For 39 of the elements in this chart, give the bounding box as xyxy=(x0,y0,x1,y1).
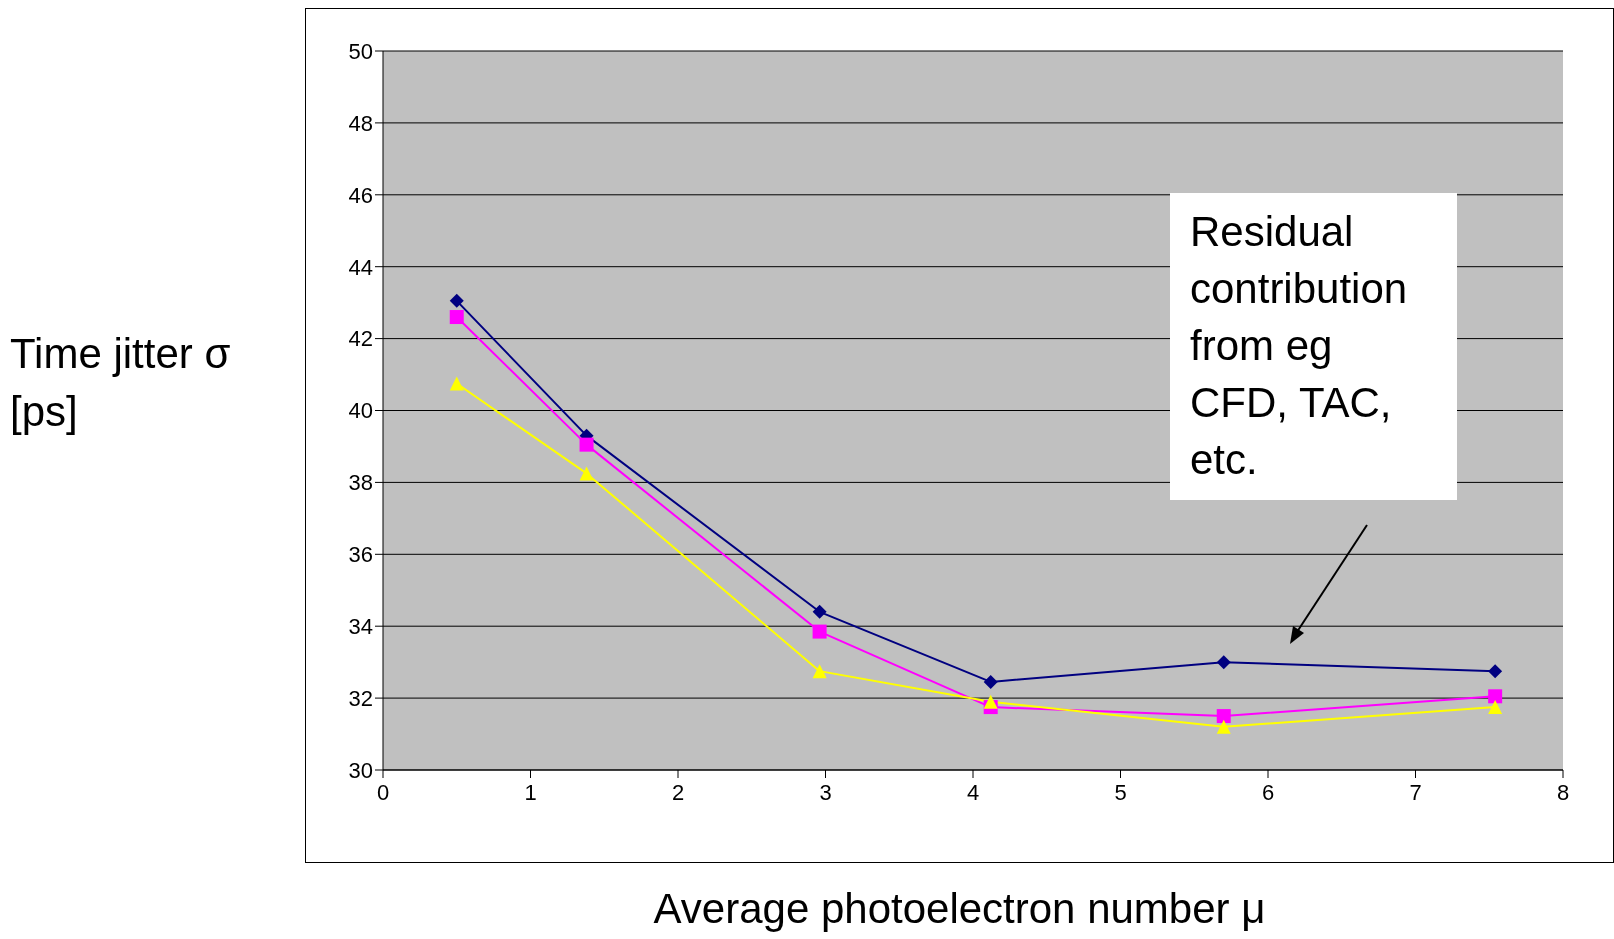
point xyxy=(1216,719,1231,734)
y-tick-label: 50 xyxy=(348,38,373,64)
x-tick-label: 2 xyxy=(671,779,685,805)
x-tick-label: 6 xyxy=(1261,779,1275,805)
y-tick-label: 30 xyxy=(348,757,373,783)
point xyxy=(579,466,594,481)
x-tick-label: 1 xyxy=(524,779,537,805)
y-tick-label: 44 xyxy=(348,254,373,280)
point xyxy=(449,376,464,391)
point xyxy=(983,694,998,709)
point xyxy=(1488,689,1503,704)
x-tick-label: 3 xyxy=(819,779,832,805)
y-tick-label: 32 xyxy=(348,685,373,711)
point xyxy=(1488,700,1503,715)
y-tick-label: 38 xyxy=(348,470,373,496)
point xyxy=(449,293,464,308)
x-tick-label: 7 xyxy=(1409,779,1422,805)
x-tick-label: 4 xyxy=(966,779,980,805)
point xyxy=(812,664,827,679)
annotation: Residual contribution from eg CFD, TAC, etc. xyxy=(1170,193,1457,500)
x-axis-title: Average photoelectron number μ xyxy=(652,885,1267,933)
point xyxy=(1216,709,1231,724)
point xyxy=(812,624,827,639)
y-axis-title: Time jitter σ [ps] xyxy=(10,329,232,437)
point xyxy=(983,674,998,689)
y-tick-label: 34 xyxy=(348,614,373,640)
y-tick-label: 40 xyxy=(348,398,373,424)
point xyxy=(449,310,464,325)
y-tick-label: 42 xyxy=(348,326,373,352)
x-tick-label: 0 xyxy=(376,779,390,805)
point xyxy=(1216,655,1231,670)
y-tick-label: 48 xyxy=(348,110,373,136)
point xyxy=(812,604,827,619)
x-tick-label: 8 xyxy=(1556,779,1570,805)
point xyxy=(579,437,594,452)
x-tick-label: 5 xyxy=(1114,779,1127,805)
point xyxy=(1488,664,1503,679)
y-tick-label: 36 xyxy=(348,542,373,568)
y-tick-label: 46 xyxy=(348,182,373,208)
